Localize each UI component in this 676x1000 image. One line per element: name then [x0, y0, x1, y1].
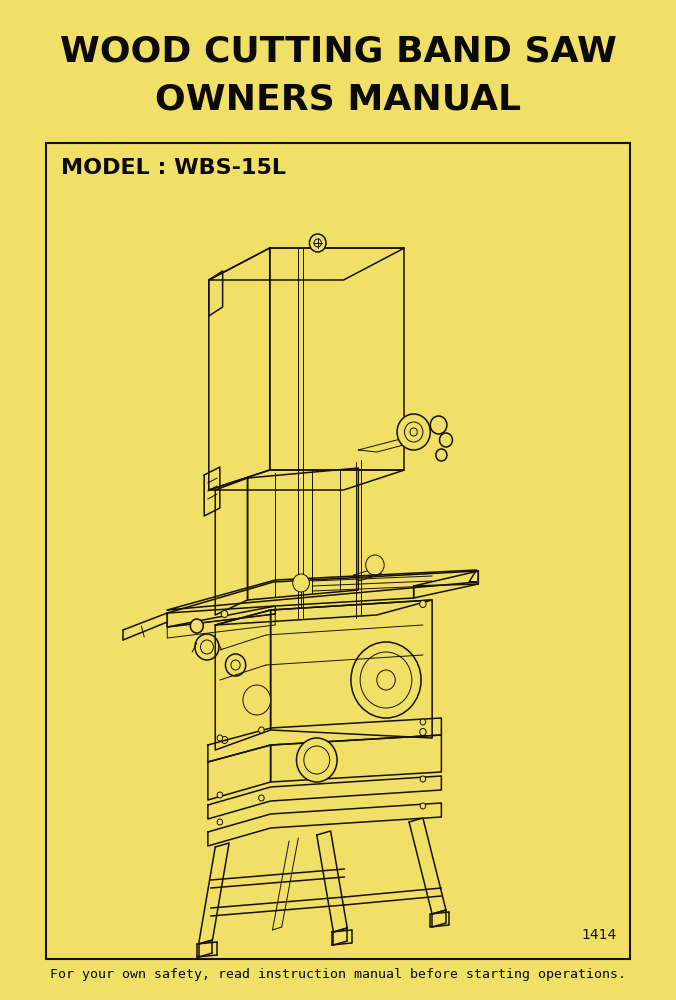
Polygon shape	[270, 248, 404, 470]
Text: 1414: 1414	[581, 928, 617, 942]
Circle shape	[366, 555, 384, 575]
Polygon shape	[354, 568, 381, 581]
Circle shape	[221, 610, 228, 617]
Polygon shape	[247, 468, 358, 600]
Circle shape	[431, 416, 447, 434]
Polygon shape	[270, 600, 432, 738]
Polygon shape	[215, 610, 270, 750]
Circle shape	[420, 728, 426, 736]
Polygon shape	[208, 803, 441, 846]
Polygon shape	[208, 718, 441, 762]
Polygon shape	[209, 271, 222, 316]
Circle shape	[243, 685, 270, 715]
Polygon shape	[215, 478, 247, 615]
Polygon shape	[167, 606, 275, 627]
Polygon shape	[209, 470, 404, 490]
Circle shape	[436, 449, 447, 461]
Text: MODEL : WBS-15L: MODEL : WBS-15L	[61, 158, 286, 178]
Polygon shape	[358, 438, 423, 452]
Circle shape	[195, 634, 219, 660]
Circle shape	[420, 803, 426, 809]
Bar	[47, 143, 629, 959]
Polygon shape	[167, 571, 479, 627]
Polygon shape	[209, 248, 270, 490]
Polygon shape	[270, 735, 441, 782]
Circle shape	[259, 795, 264, 801]
Text: WOOD CUTTING BAND SAW: WOOD CUTTING BAND SAW	[59, 35, 617, 69]
Polygon shape	[167, 614, 275, 638]
Polygon shape	[215, 600, 432, 625]
Circle shape	[217, 735, 222, 741]
Circle shape	[293, 574, 310, 592]
Circle shape	[377, 670, 395, 690]
Polygon shape	[208, 776, 441, 819]
Polygon shape	[199, 843, 229, 944]
Polygon shape	[414, 571, 479, 598]
Text: OWNERS MANUAL: OWNERS MANUAL	[155, 83, 521, 117]
Circle shape	[397, 414, 431, 450]
Circle shape	[297, 738, 337, 782]
Circle shape	[439, 433, 452, 447]
Polygon shape	[409, 818, 446, 914]
Circle shape	[221, 736, 228, 744]
Circle shape	[225, 654, 245, 676]
Circle shape	[217, 792, 222, 798]
Circle shape	[310, 234, 326, 252]
Circle shape	[217, 819, 222, 825]
Circle shape	[351, 642, 421, 718]
Circle shape	[410, 428, 417, 436]
Circle shape	[420, 776, 426, 782]
Text: For your own safety, read instruction manual before starting operations.: For your own safety, read instruction ma…	[50, 968, 626, 981]
Polygon shape	[208, 745, 270, 800]
Polygon shape	[317, 831, 347, 932]
Polygon shape	[209, 248, 404, 280]
Circle shape	[191, 619, 203, 633]
Circle shape	[259, 727, 264, 733]
Circle shape	[420, 719, 426, 725]
Circle shape	[420, 600, 426, 607]
Polygon shape	[204, 467, 220, 516]
Polygon shape	[167, 570, 477, 610]
